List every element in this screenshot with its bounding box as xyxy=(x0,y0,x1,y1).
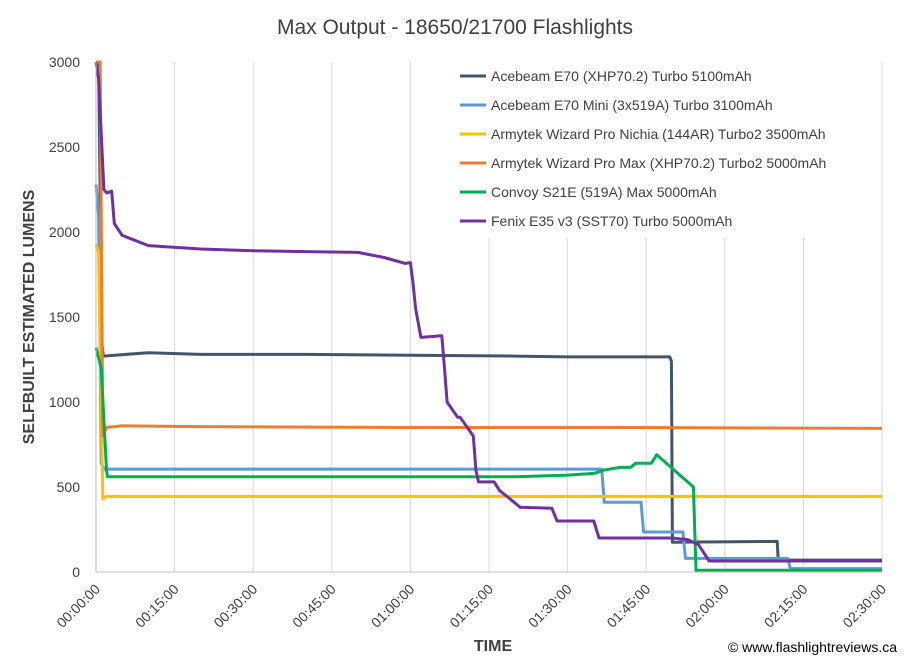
series-lines xyxy=(94,60,883,572)
x-tick-label: 00:30:00 xyxy=(210,581,260,631)
legend-label: Armytek Wizard Pro Nichia (144AR) Turbo2… xyxy=(491,126,826,142)
y-tick-label: 3000 xyxy=(49,54,80,70)
x-tick-label: 01:45:00 xyxy=(603,581,653,631)
series-line-6 xyxy=(94,61,882,563)
x-tick-label: 01:15:00 xyxy=(446,581,496,631)
x-tick-label: 02:00:00 xyxy=(682,581,732,631)
y-tick-label: 2500 xyxy=(49,139,80,155)
x-tick-label: 00:00:00 xyxy=(53,581,103,631)
x-tick-label: 02:30:00 xyxy=(839,581,889,631)
series-line-4 xyxy=(96,60,883,438)
x-axis-title: TIME xyxy=(474,638,513,655)
series-line-5 xyxy=(94,347,882,572)
y-tick-label: 500 xyxy=(57,479,81,495)
x-tick-label: 00:45:00 xyxy=(289,581,339,631)
y-tick-labels: 0 500 1000 1500 2000 2500 3000 xyxy=(49,54,80,580)
x-tick-label: 01:30:00 xyxy=(525,581,575,631)
series-line-3 xyxy=(94,243,882,501)
credit-text: © www.flashlightreviews.ca xyxy=(728,639,897,655)
y-axis-title: SELFBUILT ESTIMATED LUMENS xyxy=(21,189,38,444)
y-tick-label: 1500 xyxy=(49,309,80,325)
legend-label: Acebeam E70 (XHP70.2) Turbo 5100mAh xyxy=(491,68,752,84)
x-tick-label: 01:00:00 xyxy=(368,581,418,631)
y-tick-label: 2000 xyxy=(49,224,80,240)
legend-label: Convoy S21E (519A) Max 5000mAh xyxy=(491,184,717,200)
x-tick-label: 02:15:00 xyxy=(761,581,811,631)
legend: Acebeam E70 (XHP70.2) Turbo 5100mAh Acebe… xyxy=(460,68,826,229)
x-tick-label: 00:15:00 xyxy=(132,581,182,631)
y-tick-label: 1000 xyxy=(49,394,80,410)
chart-title: Max Output - 18650/21700 Flashlights xyxy=(277,16,633,39)
y-tick-label: 0 xyxy=(72,564,80,580)
legend-label: Acebeam E70 Mini (3x519A) Turbo 3100mAh xyxy=(491,97,773,113)
axes xyxy=(95,62,882,573)
legend-label: Armytek Wizard Pro Max (XHP70.2) Turbo2 … xyxy=(491,155,826,171)
legend-background xyxy=(455,62,875,238)
legend-label: Fenix E35 v3 (SST70) Turbo 5000mAh xyxy=(491,213,732,229)
x-tick-labels: 00:00:00 00:15:00 00:30:00 00:45:00 01:00:00… xyxy=(53,581,889,631)
